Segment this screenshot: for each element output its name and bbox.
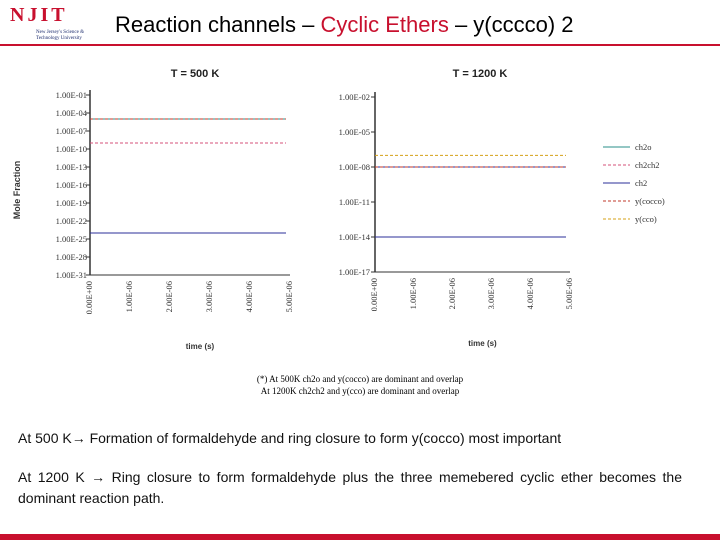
- x-tick-label: 1.00E-06: [124, 281, 134, 312]
- title-rule: [0, 44, 720, 46]
- x-tick-label: 3.00E-06: [204, 281, 214, 312]
- y-tick-label: 1.00E-08: [339, 162, 370, 172]
- x-tick-label: 3.00E-06: [486, 278, 496, 309]
- paragraph-500k: At 500 K→ Formation of formaldehyde and …: [18, 430, 562, 446]
- y-tick-label: 1.00E-25: [56, 234, 87, 244]
- x-tick-label: 2.00E-06: [447, 278, 457, 309]
- y-tick-label: 1.00E-01: [56, 90, 87, 100]
- chart-note-2: At 1200K ch2ch2 and y(cco) are dominant …: [260, 386, 460, 396]
- title-prefix: Reaction channels –: [115, 12, 321, 37]
- njit-logo: NJIT New Jersey's Science & Technology U…: [6, 4, 106, 48]
- slide-title: Reaction channels – Cyclic Ethers – y(cc…: [115, 12, 574, 38]
- title-suffix: – y(cccco) 2: [448, 12, 574, 37]
- y-tick-label: 1.00E-13: [56, 162, 87, 172]
- y-tick-label: 1.00E-07: [56, 126, 87, 136]
- logo-mark: NJIT: [10, 4, 68, 26]
- y-axis-label: Mole Fraction: [12, 161, 22, 220]
- chart-area: T = 500 K 1.00E-01 1.00E-04 1.00E-07 1.00E-1…: [12, 68, 665, 351]
- y-tick-label: 1.00E-05: [339, 127, 370, 137]
- y-tick-label: 1.00E-16: [56, 180, 87, 190]
- title-highlight: Cyclic Ethers: [320, 12, 449, 37]
- chart-note-1: (*) At 500K ch2o and y(cocco) are domina…: [256, 374, 464, 384]
- chart-title: T = 1200 K: [453, 68, 508, 80]
- y-tick-label: 1.00E-17: [339, 267, 370, 277]
- x-tick-label: 4.00E-06: [244, 281, 254, 312]
- x-tick-label: 1.00E-06: [408, 278, 418, 309]
- legend-label: ch2: [635, 178, 647, 188]
- x-axis-label: time (s): [186, 342, 215, 351]
- x-tick-label: 5.00E-06: [564, 278, 574, 309]
- y-tick-label: 1.00E-10: [56, 144, 87, 154]
- legend-label: y(cco): [635, 214, 657, 224]
- y-tick-label: 1.00E-04: [56, 108, 88, 118]
- paragraph-1200k: At 1200 K → Ring closure to form formald…: [18, 469, 682, 506]
- x-tick-label: 5.00E-06: [284, 281, 294, 312]
- y-tick-label: 1.00E-14: [339, 232, 371, 242]
- bottom-rule: [0, 534, 720, 540]
- y-tick-label: 1.00E-22: [56, 216, 87, 226]
- y-tick-label: 1.00E-31: [56, 270, 87, 280]
- x-tick-label: 2.00E-06: [164, 281, 174, 312]
- x-tick-label: 0.00E+00: [84, 281, 94, 314]
- y-tick-label: 1.00E-28: [56, 252, 87, 262]
- legend-label: ch2o: [635, 142, 652, 152]
- y-tick-label: 1.00E-11: [339, 197, 370, 207]
- legend-label: y(cocco): [635, 196, 665, 206]
- x-axis-label: time (s): [468, 339, 497, 348]
- y-tick-label: 1.00E-02: [339, 92, 370, 102]
- legend-label: ch2ch2: [635, 160, 660, 170]
- y-tick-label: 1.00E-19: [56, 198, 87, 208]
- chart-title: T = 500 K: [171, 68, 220, 80]
- logo-subtitle: New Jersey's Science & Technology Univer…: [36, 30, 84, 41]
- x-tick-label: 0.00E+00: [369, 278, 379, 311]
- x-tick-label: 4.00E-06: [525, 278, 535, 309]
